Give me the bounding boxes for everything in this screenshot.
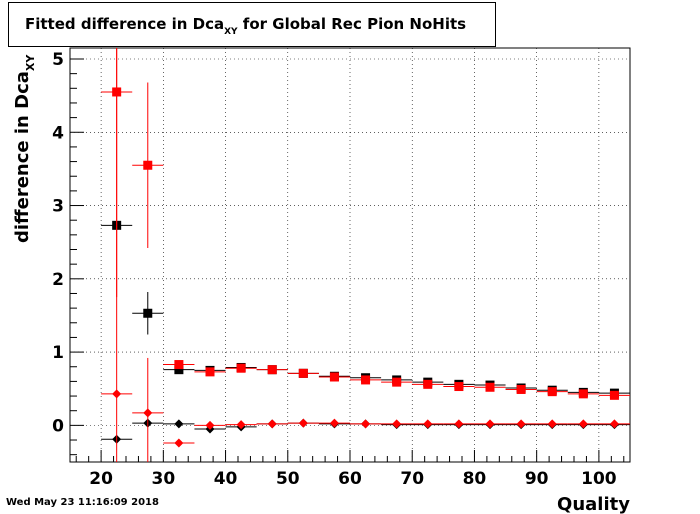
- data-point-diamond: [298, 418, 308, 428]
- data-point-square: [516, 384, 526, 394]
- data-point-diamond: [485, 419, 495, 429]
- x-tick-label: 90: [525, 469, 549, 489]
- data-series: [101, 48, 630, 400]
- data-point-square: [423, 379, 433, 389]
- chart-title: Fitted difference in DcaXY for Global Re…: [25, 15, 466, 37]
- x-tick-label: 50: [276, 469, 300, 489]
- data-point-square: [174, 365, 184, 375]
- data-point-diamond: [516, 419, 526, 429]
- data-point-square: [298, 368, 308, 378]
- y-tick-label: 4: [52, 123, 64, 143]
- chart-title-sub: XY: [224, 27, 238, 37]
- y-tick-label: 0: [52, 416, 64, 436]
- data-point-diamond: [205, 420, 215, 430]
- data-point-square: [392, 377, 402, 387]
- data-point-square: [143, 160, 153, 170]
- data-point-square: [236, 363, 246, 373]
- x-tick-label: 70: [400, 469, 424, 489]
- y-tick-label: 5: [52, 50, 64, 70]
- y-tick-label: 1: [52, 343, 64, 363]
- data-point-square: [361, 375, 371, 385]
- data-point-diamond: [174, 419, 184, 429]
- data-point-diamond: [361, 419, 371, 429]
- data-point-diamond: [547, 419, 557, 429]
- x-tick-label: 100: [581, 469, 617, 489]
- chart-title-tail: for Global Rec Pion NoHits: [237, 15, 467, 33]
- data-point-square: [174, 360, 184, 370]
- data-point-diamond: [392, 419, 402, 429]
- data-point-diamond: [454, 419, 464, 429]
- data-point-diamond: [267, 419, 277, 429]
- axis-labels: Quality difference in DcaXY: [12, 54, 630, 514]
- data-series: [101, 48, 630, 462]
- plot-frame: [69, 47, 631, 463]
- data-point-diamond: [174, 438, 184, 448]
- data-point-square: [329, 372, 339, 382]
- grid: [70, 48, 630, 462]
- axes: 20 30 40 50 60 70 80 90 100 0 1 2 3 4 5: [52, 47, 631, 489]
- y-tick-label: 2: [52, 270, 64, 290]
- timestamp: Wed May 23 11:16:09 2018: [6, 497, 159, 508]
- data-point-diamond: [609, 419, 619, 429]
- data-point-square: [547, 387, 557, 397]
- data-point-square: [609, 390, 619, 400]
- data-point-square: [267, 365, 277, 375]
- data-series: [101, 220, 630, 398]
- data-point-square: [143, 308, 153, 318]
- x-tick-label: 80: [463, 469, 487, 489]
- series-layer: [101, 48, 630, 462]
- data-point-diamond: [236, 420, 246, 430]
- chart-title-box: Fitted difference in DcaXY for Global Re…: [8, 2, 496, 47]
- data-point-diamond: [329, 418, 339, 428]
- chart-title-main: Fitted difference in Dca: [25, 15, 225, 33]
- x-tick-label: 20: [89, 469, 113, 489]
- data-point-square: [205, 367, 215, 377]
- x-tick-label: 30: [151, 469, 175, 489]
- y-axis-label-sub: XY: [24, 54, 37, 71]
- y-tick-label: 3: [52, 197, 64, 217]
- data-point-square: [454, 382, 464, 392]
- y-axis-label-main: difference in Dca: [12, 71, 33, 243]
- x-axis-label: Quality: [557, 494, 630, 514]
- data-point-diamond: [423, 419, 433, 429]
- data-point-diamond: [112, 389, 122, 399]
- data-point-square: [578, 389, 588, 399]
- data-point-square: [485, 382, 495, 392]
- data-point-diamond: [143, 408, 153, 418]
- x-tick-label: 40: [214, 469, 238, 489]
- data-point-diamond: [578, 419, 588, 429]
- x-tick-label: 60: [338, 469, 362, 489]
- y-axis-label: difference in DcaXY: [12, 54, 37, 243]
